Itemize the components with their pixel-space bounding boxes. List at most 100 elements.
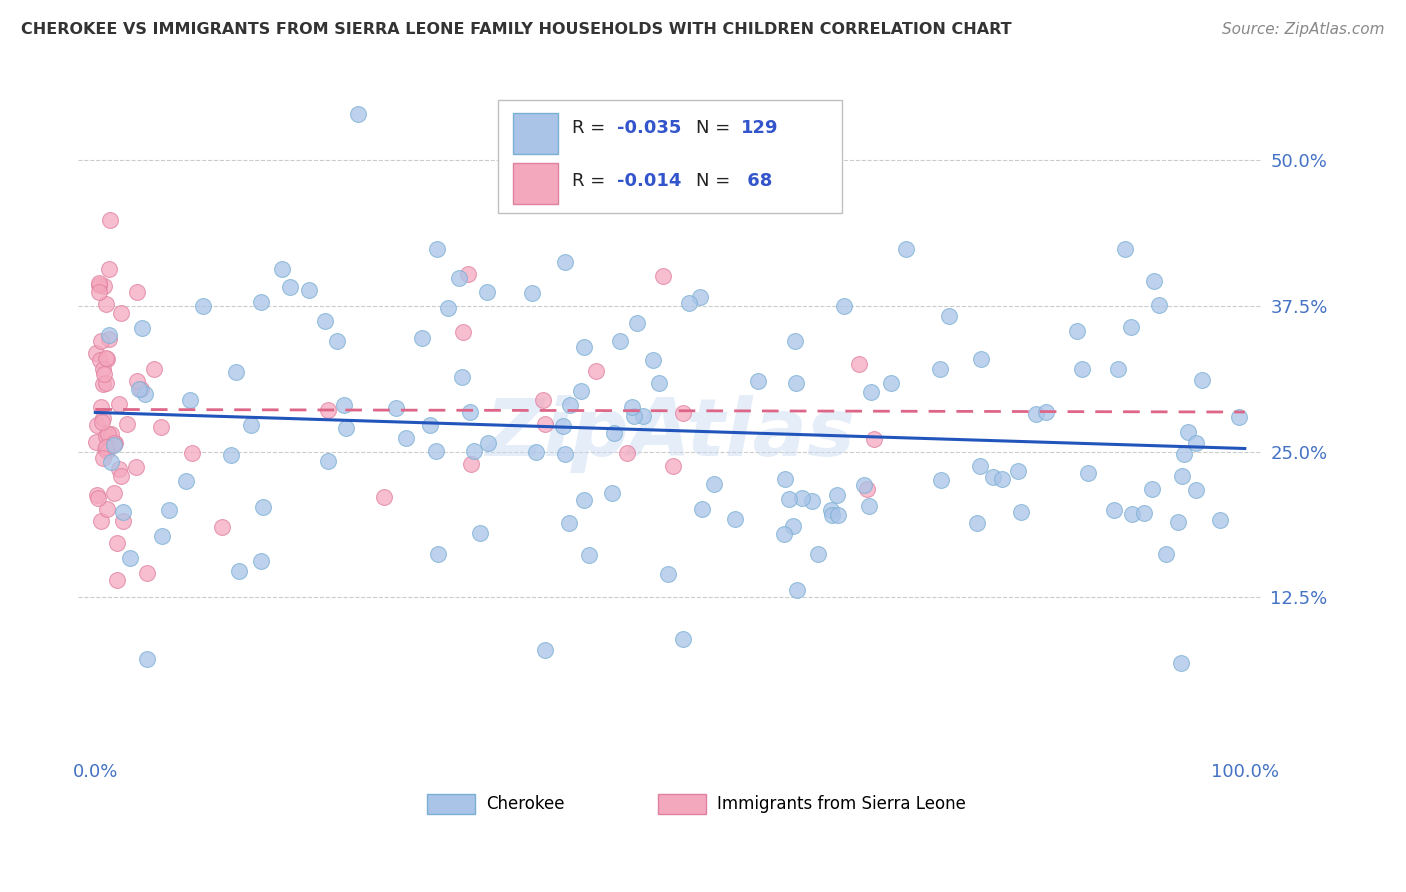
Point: [1025, 407, 1047, 421]
Point: [107, 573, 129, 587]
Text: 68: 68: [741, 171, 772, 190]
Point: [1107, 362, 1129, 376]
Point: [142, 361, 165, 376]
Point: [86, 418, 108, 433]
Point: [90, 415, 112, 429]
Point: [468, 525, 491, 540]
Point: [652, 268, 675, 283]
Point: [859, 385, 882, 400]
Point: [395, 431, 418, 445]
Point: [134, 387, 156, 401]
Point: [125, 374, 148, 388]
Point: [115, 417, 138, 431]
Point: [1119, 319, 1142, 334]
Point: [648, 376, 671, 391]
Point: [938, 309, 960, 323]
Point: [94, 376, 117, 390]
Text: N =: N =: [696, 171, 737, 190]
Point: [87, 285, 110, 300]
Point: [250, 553, 273, 567]
Point: [603, 425, 626, 440]
Point: [832, 299, 855, 313]
Point: [966, 516, 988, 530]
Point: [703, 476, 725, 491]
Point: [1035, 405, 1057, 419]
Point: [228, 564, 250, 578]
Point: [1147, 298, 1170, 312]
Point: [136, 566, 159, 581]
Text: Source: ZipAtlas.com: Source: ZipAtlas.com: [1222, 22, 1385, 37]
Point: [91, 377, 114, 392]
Point: [104, 436, 127, 450]
Point: [181, 446, 204, 460]
Point: [825, 488, 848, 502]
Point: [747, 374, 769, 388]
Point: [855, 482, 877, 496]
FancyBboxPatch shape: [498, 100, 842, 213]
Point: [98, 327, 121, 342]
Point: [128, 382, 150, 396]
Point: [91, 411, 114, 425]
Point: [87, 491, 110, 505]
Point: [96, 351, 118, 366]
Point: [225, 366, 247, 380]
Point: [252, 500, 274, 514]
Point: [929, 473, 952, 487]
Point: [89, 278, 111, 293]
Point: [131, 320, 153, 334]
Point: [89, 276, 111, 290]
Point: [211, 520, 233, 534]
Point: [1184, 483, 1206, 497]
Point: [786, 582, 808, 597]
Point: [157, 503, 180, 517]
Point: [1191, 373, 1213, 387]
Point: [98, 332, 121, 346]
Point: [221, 448, 243, 462]
Text: CHEROKEE VS IMMIGRANTS FROM SIERRA LEONE FAMILY HOUSEHOLDS WITH CHILDREN CORRELA: CHEROKEE VS IMMIGRANTS FROM SIERRA LEONE…: [21, 22, 1012, 37]
Point: [880, 376, 903, 391]
Point: [1227, 410, 1250, 425]
Point: [678, 296, 700, 310]
Point: [91, 451, 114, 466]
Point: [191, 299, 214, 313]
Point: [1185, 436, 1208, 450]
Point: [112, 514, 135, 528]
Point: [384, 401, 406, 415]
Point: [110, 306, 132, 320]
Point: [135, 652, 157, 666]
Point: [150, 529, 173, 543]
Point: [335, 420, 357, 434]
Point: [460, 458, 482, 472]
Point: [969, 458, 991, 473]
Point: [110, 469, 132, 483]
Point: [1133, 506, 1156, 520]
Point: [271, 261, 294, 276]
Point: [520, 286, 543, 301]
Point: [426, 242, 449, 256]
Point: [821, 508, 844, 523]
Point: [554, 255, 576, 269]
Point: [724, 512, 747, 526]
Point: [91, 362, 114, 376]
Point: [782, 519, 804, 533]
Point: [318, 454, 340, 468]
Point: [1170, 657, 1192, 671]
Bar: [513, 163, 558, 203]
Point: [623, 409, 645, 424]
Point: [862, 432, 884, 446]
Text: 129: 129: [741, 119, 779, 136]
Point: [120, 550, 142, 565]
Point: [1010, 505, 1032, 519]
Point: [96, 501, 118, 516]
Point: [858, 499, 880, 513]
Point: [333, 399, 356, 413]
Point: [806, 547, 828, 561]
Point: [852, 477, 875, 491]
Point: [672, 632, 695, 646]
Point: [96, 443, 118, 458]
Point: [554, 447, 576, 461]
Point: [94, 428, 117, 442]
Point: [103, 438, 125, 452]
Point: [616, 446, 638, 460]
Point: [93, 368, 115, 382]
